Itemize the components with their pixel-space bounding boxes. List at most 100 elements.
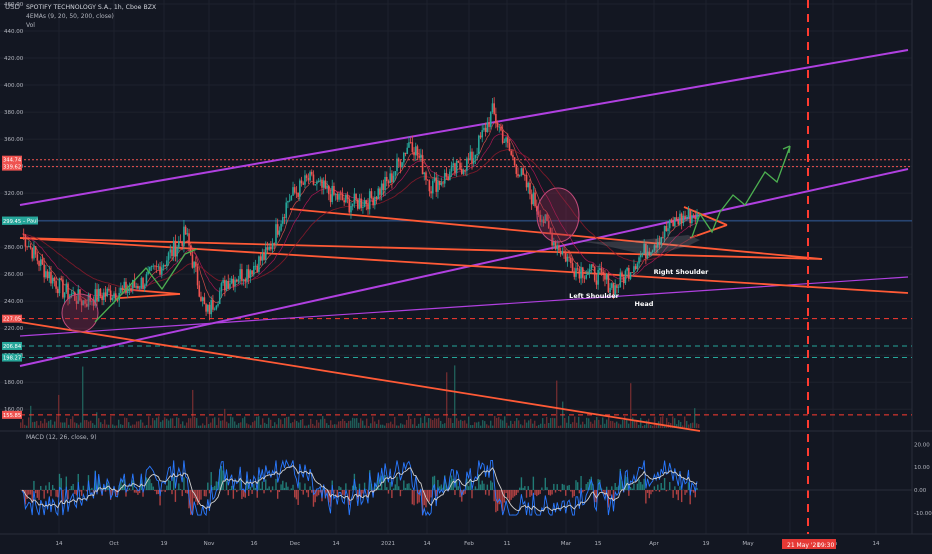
candle-body[interactable] (129, 288, 131, 290)
candle-body[interactable] (188, 233, 190, 245)
candle-body[interactable] (200, 297, 202, 301)
candle-body[interactable] (248, 269, 250, 278)
candle-body[interactable] (277, 224, 279, 235)
candle-body[interactable] (516, 165, 518, 174)
candle-body[interactable] (297, 193, 299, 197)
candle-body[interactable] (446, 173, 448, 176)
candle-body[interactable] (309, 172, 311, 180)
candle-body[interactable] (671, 219, 673, 221)
candle-body[interactable] (212, 300, 214, 310)
candle-body[interactable] (62, 280, 64, 298)
candle-body[interactable] (173, 241, 175, 256)
candle-body[interactable] (694, 216, 696, 219)
candle-body[interactable] (267, 247, 269, 250)
candle-body[interactable] (666, 226, 668, 231)
candle-body[interactable] (304, 175, 306, 184)
candle-body[interactable] (623, 277, 625, 283)
candle-body[interactable] (580, 267, 582, 278)
candle-body[interactable] (592, 264, 594, 266)
candle-body[interactable] (522, 168, 524, 175)
candle-body[interactable] (415, 146, 417, 155)
candle-body[interactable] (449, 172, 451, 181)
candle-body[interactable] (47, 271, 49, 278)
candle-body[interactable] (371, 191, 373, 198)
candle-body[interactable] (192, 254, 194, 267)
candle-body[interactable] (35, 246, 37, 254)
candle-body[interactable] (591, 264, 593, 269)
candle-body[interactable] (517, 174, 519, 176)
candle-body[interactable] (510, 151, 512, 155)
candle-body[interactable] (289, 201, 291, 202)
candle-body[interactable] (139, 288, 141, 289)
candle-body[interactable] (72, 293, 74, 294)
candle-body[interactable] (314, 184, 316, 185)
candle-body[interactable] (238, 279, 240, 281)
candle-body[interactable] (161, 267, 163, 274)
candle-body[interactable] (388, 181, 390, 183)
candle-body[interactable] (272, 243, 274, 249)
candle-body[interactable] (504, 142, 506, 143)
candle-body[interactable] (185, 227, 187, 235)
symbol-title[interactable]: SPOTIFY TECHNOLOGY S.A., 1h, Cboe BZX (26, 4, 157, 11)
candle-body[interactable] (509, 143, 511, 151)
candle-body[interactable] (268, 247, 270, 250)
candle-body[interactable] (227, 281, 229, 289)
candle-body[interactable] (410, 142, 412, 143)
candle-body[interactable] (498, 127, 500, 128)
candle-body[interactable] (183, 227, 185, 246)
candle-body[interactable] (693, 215, 695, 216)
candle-body[interactable] (217, 304, 219, 306)
candle-body[interactable] (362, 207, 364, 208)
candle-body[interactable] (434, 177, 436, 180)
candle-body[interactable] (168, 253, 170, 261)
candle-body[interactable] (181, 242, 183, 246)
candle-body[interactable] (476, 154, 478, 155)
candle-body[interactable] (507, 137, 509, 143)
candle-body[interactable] (326, 186, 328, 189)
candle-body[interactable] (243, 279, 245, 280)
candle-body[interactable] (630, 272, 632, 279)
candle-body[interactable] (432, 181, 434, 193)
candle-body[interactable] (330, 194, 332, 202)
candle-body[interactable] (381, 184, 383, 195)
candle-body[interactable] (108, 289, 110, 291)
candle-body[interactable] (429, 181, 431, 192)
candle-body[interactable] (500, 127, 502, 131)
candle-body[interactable] (319, 180, 321, 181)
candle-body[interactable] (439, 181, 441, 185)
candle-body[interactable] (221, 283, 223, 291)
candle-body[interactable] (285, 202, 287, 217)
candle-body[interactable] (493, 103, 495, 114)
candle-body[interactable] (480, 136, 482, 138)
candle-body[interactable] (672, 222, 674, 226)
candle-body[interactable] (360, 199, 362, 208)
candle-body[interactable] (347, 195, 349, 199)
candle-body[interactable] (42, 259, 44, 264)
candle-body[interactable] (125, 282, 127, 293)
candle-body[interactable] (468, 158, 470, 159)
candle-body[interactable] (524, 175, 526, 176)
macd-pane[interactable] (20, 460, 912, 515)
candle-body[interactable] (529, 183, 531, 194)
candle-body[interactable] (345, 195, 347, 202)
candle-body[interactable] (481, 130, 483, 137)
candle-body[interactable] (265, 247, 267, 260)
candle-body[interactable] (323, 180, 325, 187)
candle-body[interactable] (57, 289, 59, 293)
candle-body[interactable] (127, 290, 129, 293)
candle-body[interactable] (222, 280, 224, 283)
candle-body[interactable] (25, 235, 27, 246)
candle-body[interactable] (37, 254, 39, 260)
candle-body[interactable] (282, 217, 284, 224)
candle-body[interactable] (619, 272, 621, 287)
candle-body[interactable] (357, 200, 359, 209)
candle-body[interactable] (135, 286, 137, 287)
candle-body[interactable] (176, 248, 178, 257)
candle-body[interactable] (244, 279, 246, 281)
candle-body[interactable] (292, 187, 294, 196)
candle-body[interactable] (263, 254, 265, 260)
candle-body[interactable] (369, 191, 371, 209)
candle-body[interactable] (686, 218, 688, 219)
candle-body[interactable] (190, 245, 192, 254)
